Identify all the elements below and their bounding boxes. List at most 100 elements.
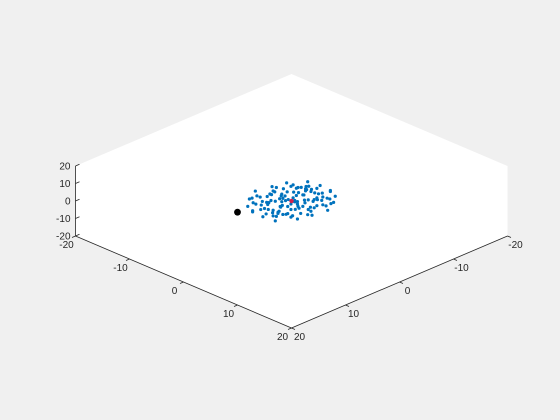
scatter-point <box>301 193 305 197</box>
scatter-point <box>312 198 316 202</box>
x-tick-mark <box>291 327 296 330</box>
scatter-point <box>306 180 310 184</box>
x-tick-mark <box>399 281 404 284</box>
scatter-point <box>291 183 295 187</box>
scatter-point <box>260 199 264 204</box>
scatter-point <box>286 197 290 202</box>
y-tick-mark <box>125 258 130 261</box>
z-tick-label: 10 <box>59 179 71 190</box>
scatter-point <box>279 194 283 198</box>
y-tick-mark <box>233 304 238 307</box>
center-point <box>289 198 294 204</box>
axis-ticks: -20 -10 0 10 20 -20 -10 0 10 20 -20 -10 0 10 20 <box>56 162 523 344</box>
scatter-point <box>312 206 316 210</box>
scatter-point <box>289 202 293 206</box>
scatter-point <box>289 207 293 212</box>
scatter-point <box>332 200 336 204</box>
scatter-point <box>318 183 322 188</box>
scatter-point <box>283 194 287 198</box>
scatter-point <box>274 214 278 218</box>
z-tick-mark <box>75 233 80 237</box>
scatter-point <box>269 198 273 203</box>
y-tick-label: 10 <box>223 309 235 320</box>
scatter-point <box>258 195 262 199</box>
scatter-point <box>316 192 321 196</box>
scatter-point <box>271 208 275 212</box>
scatter-point <box>324 204 328 208</box>
scatter-point <box>285 181 289 185</box>
scatter-point <box>306 198 310 202</box>
scatter-point <box>283 199 288 203</box>
scatter-point <box>315 198 320 202</box>
scatter-point <box>301 204 305 208</box>
scatter-point <box>254 202 258 206</box>
scatter-point <box>273 199 277 203</box>
scatter-point <box>286 204 290 209</box>
y-tick-mark <box>287 327 292 330</box>
x-tick-mark <box>345 304 350 307</box>
scatter-point <box>329 202 333 206</box>
scatter-point <box>304 184 308 189</box>
scatter-point <box>278 197 282 201</box>
y-tick-label: 0 <box>172 286 178 297</box>
scatter-point <box>289 215 293 219</box>
scatter-point <box>271 211 275 215</box>
scatter-point <box>296 191 301 195</box>
scatter-point <box>315 186 319 190</box>
scatter-point <box>265 194 269 199</box>
scatter-point <box>326 208 330 212</box>
scatter-point <box>293 207 297 211</box>
scatter-point <box>277 209 281 213</box>
scatter-point <box>295 200 300 204</box>
highlight-point <box>234 208 241 216</box>
z-tick-label: 0 <box>65 197 71 208</box>
scatter-point <box>281 212 285 217</box>
scatter-point <box>281 187 285 191</box>
scatter-point <box>262 206 267 211</box>
x-tick-label: 10 <box>348 309 360 320</box>
z-tick-mark <box>75 163 80 167</box>
scatter-point <box>309 209 313 213</box>
scatter-point <box>309 189 313 194</box>
scatter-point <box>328 188 332 193</box>
scatter-point <box>321 195 325 199</box>
scatter-point <box>308 205 312 209</box>
scatter-point <box>306 207 310 212</box>
scatter-point <box>247 197 251 201</box>
scatter-point <box>251 210 255 214</box>
x-tick-mark <box>453 258 458 261</box>
scatter-point <box>303 201 307 205</box>
scatter-point <box>328 197 332 201</box>
scatter-point <box>293 200 297 204</box>
scatter-point <box>306 213 310 217</box>
scatter-point <box>313 191 317 195</box>
scatter-point <box>259 207 263 212</box>
y-tick-mark <box>179 281 184 284</box>
scatter-point <box>333 194 337 198</box>
x-tick-label: 20 <box>294 332 306 343</box>
scatter-point <box>269 193 274 197</box>
y-tick-label: -20 <box>59 240 74 251</box>
scatter-point <box>246 204 250 208</box>
z-tick-label: -10 <box>56 214 71 225</box>
z-tick-mark <box>75 198 80 202</box>
scatter-point <box>281 196 285 200</box>
scatter-point <box>307 184 311 188</box>
scatter-point <box>259 203 263 207</box>
scatter-point <box>267 201 271 205</box>
x-tick-label: -20 <box>508 240 523 251</box>
scatter-point <box>261 215 265 219</box>
scatter-point <box>253 189 257 193</box>
scatter-point <box>273 219 277 223</box>
scatter-point <box>285 190 289 194</box>
scatter-point <box>310 213 314 217</box>
scatter-point <box>321 203 325 207</box>
scatter-point <box>273 190 277 194</box>
x-tick-label: 0 <box>405 286 411 297</box>
scatter-point <box>299 185 303 189</box>
x-tick-mark <box>507 235 512 238</box>
z-tick-label: -20 <box>56 232 71 243</box>
y-tick-label: -10 <box>113 263 128 274</box>
scatter-point <box>271 214 275 218</box>
